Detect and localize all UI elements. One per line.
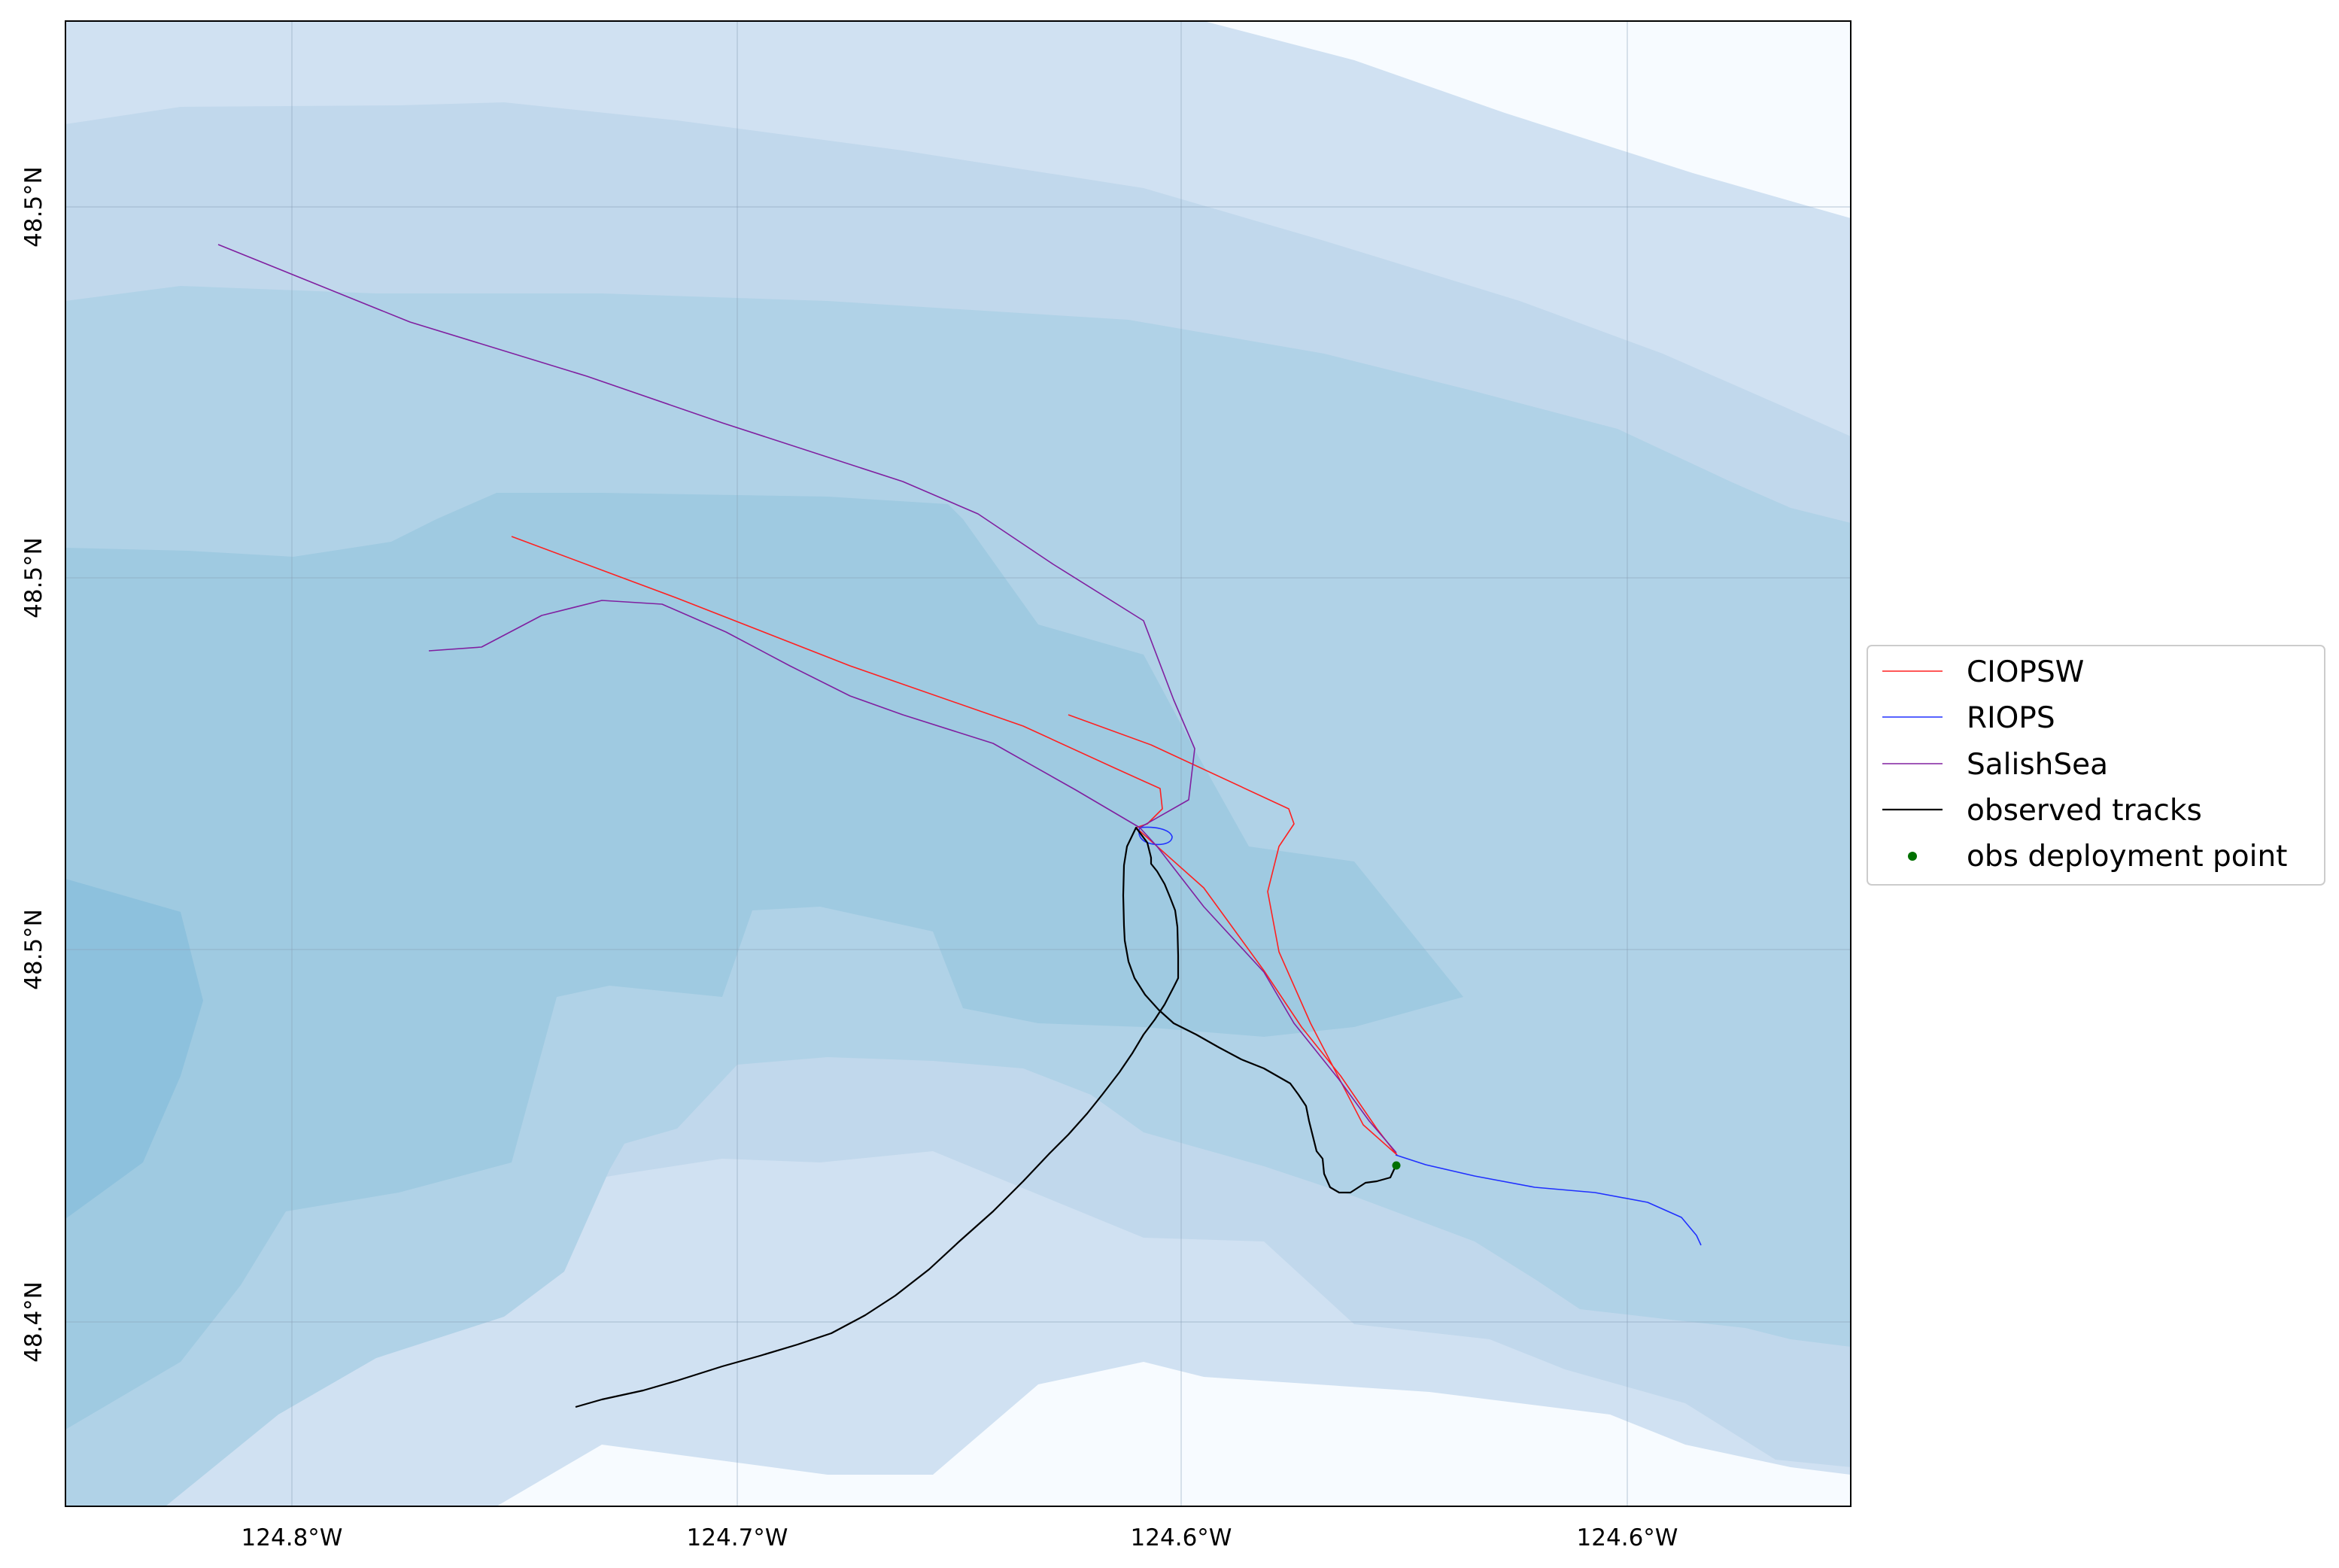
bathymetry-contours <box>65 21 1851 1506</box>
legend-label: obs deployment point <box>1967 840 2287 874</box>
lon-tick-label: 124.8°W <box>241 1524 343 1551</box>
observed-tracks <box>575 826 1396 1408</box>
model-tracks <box>217 244 1702 1246</box>
salishsea-track <box>1156 846 1397 1153</box>
x-axis-labels: 124.8°W 124.7°W 124.6°W 124.6°W <box>241 1524 1678 1551</box>
bathymetry-level-5 <box>65 879 203 1219</box>
legend-swatch <box>1908 852 1917 861</box>
ciopsw-track <box>1068 714 1398 1156</box>
legend-label: observed tracks <box>1967 794 2202 828</box>
lon-tick-label: 124.6°W <box>1577 1524 1678 1551</box>
riops-track <box>1138 826 1173 846</box>
legend-entry-salishsea: SalishSea <box>1882 748 2108 782</box>
lon-tick-label: 124.6°W <box>1131 1524 1232 1551</box>
legend-entry-riops: RIOPS <box>1882 701 2055 735</box>
legend-entry-obs-deployment-point: obs deployment point <box>1908 840 2287 874</box>
legend-label: RIOPS <box>1967 701 2055 735</box>
lat-tick-label: 48.5°N <box>20 909 47 990</box>
y-axis-labels: 48.5°N 48.5°N 48.5°N 48.4°N <box>20 166 47 1363</box>
obs-deployment-point <box>1392 1161 1401 1170</box>
map-frame <box>65 20 1851 1507</box>
lat-tick-label: 48.5°N <box>20 166 47 248</box>
bathymetry-level-4 <box>65 493 1463 1430</box>
legend: CIOPSW RIOPS SalishSea observed tracks o… <box>1867 645 2325 886</box>
map-plot-area <box>65 21 1851 1506</box>
legend-entry-ciopsw: CIOPSW <box>1882 655 2084 689</box>
observed-track <box>575 826 1396 1408</box>
legend-label: CIOPSW <box>1967 655 2084 689</box>
salishsea-track <box>428 600 1141 828</box>
graticule <box>65 21 1851 1506</box>
lon-tick-label: 124.7°W <box>687 1524 788 1551</box>
legend-box <box>1867 645 2325 886</box>
lat-tick-label: 48.4°N <box>20 1281 47 1363</box>
salishsea-track <box>217 244 1195 847</box>
legend-label: SalishSea <box>1967 748 2108 782</box>
legend-entry-observed-tracks: observed tracks <box>1882 794 2202 828</box>
lat-tick-label: 48.5°N <box>20 537 47 618</box>
riops-track <box>1395 1154 1702 1246</box>
